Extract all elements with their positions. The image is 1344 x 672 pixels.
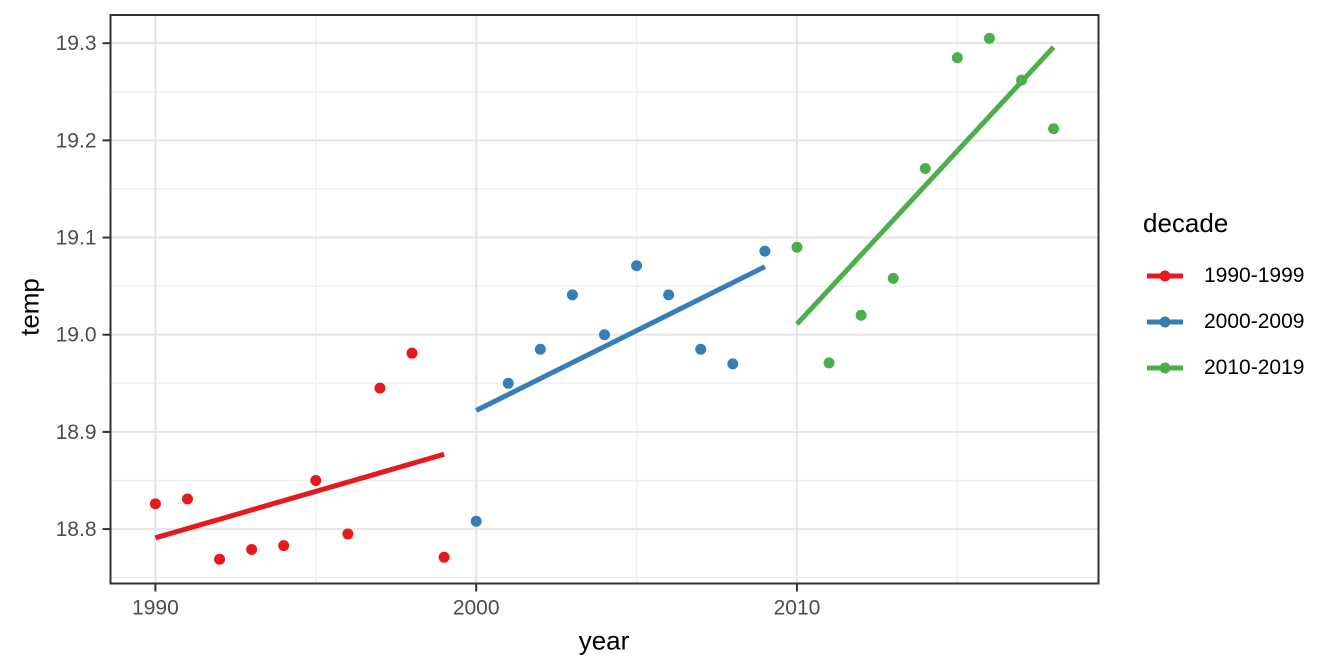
- data-point-1990-1999: [342, 528, 354, 540]
- data-point-2010-2019: [855, 309, 867, 321]
- x-tick-label: 1990: [132, 597, 179, 620]
- legend: decade 1990-1999 2000-2009 2010-2019: [1143, 208, 1304, 383]
- legend-item-1990-1999: 1990-1999: [1143, 261, 1304, 291]
- data-point-1990-1999: [406, 347, 418, 359]
- legend-label: 2010-2019: [1204, 356, 1305, 379]
- data-point-2000-2009: [727, 358, 739, 370]
- y-tick-label: 18.9: [56, 421, 97, 444]
- y-axis-title: temp: [14, 278, 45, 336]
- legend-key-icon: [1147, 270, 1183, 282]
- trend-line-1990-1999: [154, 451, 445, 541]
- trend-line-2000-2009: [475, 264, 767, 413]
- x-axis-title: year: [578, 625, 630, 656]
- y-tick-label: 19.2: [56, 129, 97, 152]
- data-point-2000-2009: [631, 260, 643, 272]
- legend-item-2010-2019: 2010-2019: [1143, 353, 1304, 383]
- data-point-2000-2009: [566, 289, 578, 301]
- data-point-1990-1999: [181, 493, 193, 505]
- data-point-1990-1999: [246, 543, 258, 555]
- panel-border: [109, 14, 1100, 585]
- data-point-2010-2019: [823, 357, 835, 369]
- legend-key-icon: [1147, 362, 1183, 374]
- data-point-1990-1999: [374, 382, 386, 394]
- y-tick-label: 19.1: [56, 227, 97, 250]
- data-point-2010-2019: [1048, 123, 1060, 135]
- legend-item-2000-2009: 2000-2009: [1143, 307, 1304, 337]
- legend-label: 2000-2009: [1204, 310, 1305, 333]
- data-point-2000-2009: [534, 343, 546, 355]
- y-tick-label: 18.8: [56, 518, 97, 541]
- legend-key-icon: [1147, 316, 1183, 328]
- data-point-2010-2019: [951, 52, 963, 64]
- data-point-2010-2019: [1016, 74, 1028, 86]
- data-point-1990-1999: [438, 551, 450, 563]
- data-point-2010-2019: [919, 163, 931, 175]
- data-point-2000-2009: [470, 515, 482, 527]
- data-point-1990-1999: [278, 540, 290, 552]
- data-point-2010-2019: [983, 32, 995, 44]
- x-tick-label: 2010: [774, 597, 821, 620]
- data-point-1990-1999: [310, 474, 322, 486]
- legend-title: decade: [1143, 208, 1229, 238]
- data-point-2010-2019: [887, 272, 899, 284]
- data-point-2000-2009: [599, 329, 610, 341]
- data-point-2000-2009: [759, 245, 771, 257]
- x-tick-label: 2000: [453, 597, 500, 620]
- legend-entries: 1990-1999 2000-2009 2010-2019: [1143, 261, 1304, 383]
- data-point-2010-2019: [791, 241, 803, 253]
- legend-label: 1990-1999: [1204, 264, 1305, 287]
- data-point-2000-2009: [663, 289, 675, 301]
- y-tick-label: 19.3: [56, 32, 97, 55]
- y-tick-label: 19.0: [56, 324, 97, 347]
- panel-background: [110, 15, 1099, 584]
- data-point-2000-2009: [695, 343, 707, 355]
- data-point-1990-1999: [214, 553, 226, 565]
- data-point-2000-2009: [502, 377, 514, 389]
- data-point-1990-1999: [149, 498, 161, 510]
- trend-line-2010-2019: [795, 45, 1056, 326]
